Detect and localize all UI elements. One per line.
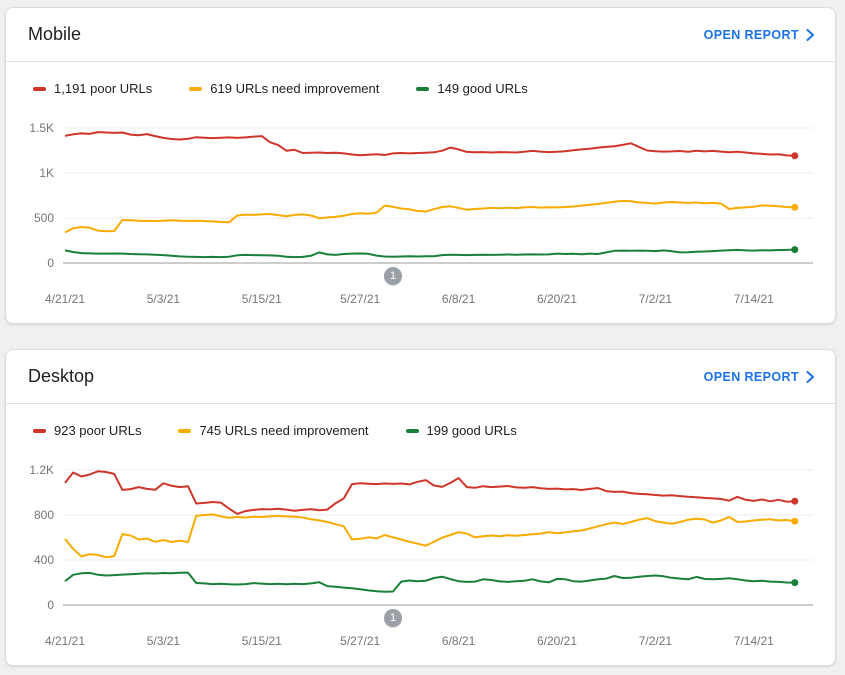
good-series-swatch bbox=[416, 86, 430, 91]
open-report-link[interactable]: OPEN REPORT bbox=[704, 28, 815, 42]
needs_improvement-series-endpoint[interactable] bbox=[791, 203, 799, 211]
desktop-line-chart: 1.2K 800 400 0 4/21/21 5/3/21 5/15/21 5/27/21 6… bbox=[6, 462, 837, 662]
legend-item-good: 149 good URLs bbox=[416, 81, 528, 96]
good-series-line bbox=[64, 571, 795, 593]
y-tick-label: 1K bbox=[39, 166, 54, 180]
y-tick-label: 500 bbox=[33, 211, 54, 225]
legend-item-poor: 923 poor URLs bbox=[33, 423, 141, 438]
x-tick-label: 4/21/21 bbox=[44, 634, 86, 648]
legend-label-good: 149 good URLs bbox=[437, 81, 528, 96]
card-title-mobile: Mobile bbox=[28, 24, 82, 44]
legend-label-poor: 923 poor URLs bbox=[54, 423, 142, 438]
open-report-label: OPEN REPORT bbox=[703, 369, 799, 384]
x-tick-label: 7/14/21 bbox=[733, 292, 774, 306]
y-tick-label: 1.5K bbox=[29, 121, 54, 135]
x-tick-label: 5/15/21 bbox=[241, 292, 282, 306]
y-tick-label: 800 bbox=[33, 508, 54, 522]
x-tick-label: 5/27/21 bbox=[340, 634, 381, 648]
chevron-right-icon bbox=[806, 28, 814, 41]
x-tick-label: 7/2/21 bbox=[638, 292, 673, 306]
chevron-right-icon bbox=[806, 370, 814, 383]
x-tick-label: 6/8/21 bbox=[441, 634, 476, 648]
legend-label-good: 199 good URLs bbox=[426, 423, 517, 438]
y-tick-label: 400 bbox=[33, 553, 54, 567]
x-tick-label: 4/21/21 bbox=[44, 292, 86, 306]
x-tick-label: 6/20/21 bbox=[536, 292, 578, 306]
x-tick-label: 7/2/21 bbox=[638, 634, 673, 648]
chart-legend: 923 poor URLs 745 URLs need improvement … bbox=[6, 404, 835, 438]
mobile-card: Mobile OPEN REPORT 1,191 poor URLs 619 U… bbox=[5, 7, 836, 324]
legend-item-good: 199 good URLs bbox=[405, 423, 517, 438]
good-series-swatch bbox=[405, 428, 419, 433]
poor-series-line bbox=[64, 131, 795, 157]
mobile-line-chart: 1.5K 1K 500 0 4/21/21 5/3/21 5/15/21 5/27/21 6/… bbox=[6, 120, 837, 320]
x-tick-label: 7/14/21 bbox=[733, 634, 774, 648]
chart-legend: 1,191 poor URLs 619 URLs need improvemen… bbox=[6, 62, 835, 96]
annotation-marker-badge[interactable]: 1 bbox=[384, 609, 402, 627]
needs_improvement-series-line bbox=[64, 513, 795, 559]
card-header: Mobile OPEN REPORT bbox=[6, 8, 835, 62]
poor-series-endpoint[interactable] bbox=[791, 152, 799, 160]
legend-label-poor: 1,191 poor URLs bbox=[54, 81, 153, 96]
x-tick-label: 5/3/21 bbox=[146, 634, 181, 648]
legend-item-poor: 1,191 poor URLs bbox=[33, 81, 152, 96]
poor-series-swatch bbox=[33, 86, 46, 91]
x-tick-label: 5/27/21 bbox=[340, 292, 381, 306]
poor-series-endpoint[interactable] bbox=[791, 497, 799, 505]
needs-improvement-series-swatch bbox=[189, 86, 203, 91]
x-tick-label: 5/15/21 bbox=[241, 634, 282, 648]
open-report-link[interactable]: OPEN REPORT bbox=[704, 370, 815, 384]
y-tick-label: 1.2K bbox=[29, 463, 54, 477]
open-report-label: OPEN REPORT bbox=[703, 27, 799, 42]
needs_improvement-series-line bbox=[64, 199, 795, 234]
card-title-desktop: Desktop bbox=[28, 366, 95, 386]
chart-plot-area bbox=[63, 469, 813, 606]
good-series-endpoint[interactable] bbox=[791, 579, 799, 587]
good-series-line bbox=[64, 248, 795, 259]
chart-plot-area bbox=[63, 127, 813, 264]
desktop-card: Desktop OPEN REPORT 923 poor URLs 745 UR… bbox=[5, 349, 836, 666]
legend-label-needs-improvement: 619 URLs need improvement bbox=[210, 81, 380, 96]
legend-item-needs-improvement: 619 URLs need improvement bbox=[189, 81, 379, 96]
x-tick-label: 6/20/21 bbox=[536, 634, 578, 648]
y-tick-label: 0 bbox=[47, 256, 54, 270]
x-tick-label: 5/3/21 bbox=[146, 292, 181, 306]
poor-series-swatch bbox=[33, 428, 46, 433]
x-tick-label: 6/8/21 bbox=[441, 292, 476, 306]
legend-item-needs-improvement: 745 URLs need improvement bbox=[178, 423, 369, 438]
good-series-endpoint[interactable] bbox=[791, 246, 799, 254]
needs_improvement-series-endpoint[interactable] bbox=[791, 517, 799, 525]
y-tick-label: 0 bbox=[47, 598, 54, 612]
legend-label-needs-improvement: 745 URLs need improvement bbox=[199, 423, 369, 438]
card-header: Desktop OPEN REPORT bbox=[6, 350, 835, 404]
poor-series-line bbox=[64, 470, 795, 515]
annotation-marker-badge[interactable]: 1 bbox=[384, 267, 402, 285]
needs-improvement-series-swatch bbox=[178, 428, 192, 433]
